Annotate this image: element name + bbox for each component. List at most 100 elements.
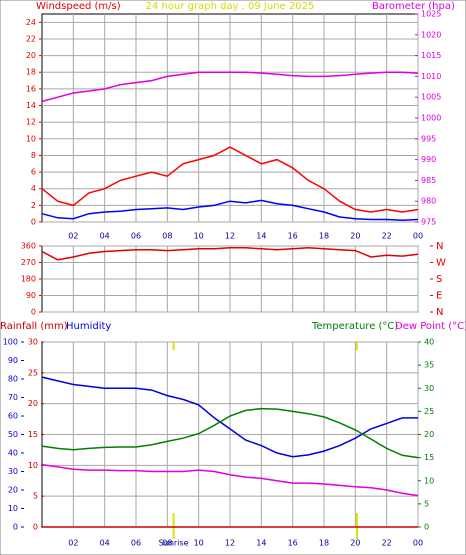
y-tick-label: 180	[21, 275, 36, 284]
x-tick-label: 12	[225, 539, 235, 548]
header-label: 24 hour graph day , 09 June 2025	[146, 1, 315, 12]
y-tick-label: 60	[8, 412, 18, 421]
data-line	[41, 463, 419, 497]
data-line	[41, 376, 418, 458]
data-line	[41, 146, 419, 213]
y-tick-label: 990	[421, 155, 436, 164]
y-tick-label: 1005	[421, 93, 441, 102]
x-tick-label: 02	[68, 232, 78, 241]
header-label: Dew Point (°C)	[395, 321, 466, 332]
y-tick-label: 270	[21, 258, 36, 267]
y-tick-label: 0	[31, 218, 36, 227]
y-tick-label: 6	[31, 168, 36, 177]
y-tick-label: 1000	[421, 114, 441, 123]
y-tick-label: 50	[8, 430, 18, 439]
x-tick-label: 22	[382, 539, 392, 548]
y-tick-label: 90	[26, 291, 36, 300]
y-tick-label: 40	[8, 449, 18, 458]
x-tick-label: 18	[319, 539, 329, 548]
x-tick-label: 16	[288, 232, 298, 241]
y-tick-label: W	[436, 258, 446, 269]
x-tick-label: 06	[131, 539, 141, 548]
data-line	[41, 407, 419, 459]
x-tick-label: 22	[382, 232, 392, 241]
x-tick-label: 10	[194, 539, 204, 548]
y-tick-label: 35	[424, 361, 434, 370]
y-tick-label: 100	[3, 338, 18, 347]
header-label: Windspeed (m/s)	[36, 1, 121, 12]
y-tick-label: 0	[13, 523, 18, 532]
y-tick-label: 24	[26, 18, 36, 27]
x-tick-label: 08	[162, 539, 172, 548]
y-tick-label: 1015	[421, 51, 441, 60]
y-tick-label: 20	[26, 51, 36, 60]
y-tick-label: 14	[26, 101, 36, 110]
y-tick-label: 995	[421, 134, 436, 143]
y-tick-label: 360	[21, 242, 36, 251]
y-tick-label: 10	[26, 134, 36, 143]
y-tick-label: 1010	[421, 72, 441, 81]
y-tick-label: 16	[26, 84, 36, 93]
data-line	[41, 247, 419, 261]
header-label: Humidity	[66, 321, 111, 332]
y-tick-label: 1020	[421, 30, 441, 39]
y-tick-label: 975	[421, 218, 436, 227]
x-tick-label: 18	[319, 232, 329, 241]
x-tick-label: 00	[413, 232, 423, 241]
data-line	[41, 71, 419, 103]
y-tick-label: 25	[28, 368, 38, 377]
x-tick-label: 00	[413, 539, 423, 548]
y-tick-label: 8	[31, 151, 36, 160]
y-tick-label: 20	[28, 399, 38, 408]
y-tick-label: 80	[8, 375, 18, 384]
y-tick-label: S	[436, 274, 442, 285]
y-tick-label: 12	[26, 118, 36, 127]
y-tick-label: 90	[8, 356, 18, 365]
y-tick-label: 30	[8, 467, 18, 476]
x-tick-label: 14	[256, 232, 266, 241]
y-tick-label: 22	[26, 34, 36, 43]
x-tick-label: 04	[100, 539, 110, 548]
x-tick-label: 20	[350, 539, 360, 548]
y-tick-label: 10	[424, 476, 434, 485]
y-tick-label: 5	[33, 492, 38, 501]
data-line	[41, 199, 419, 222]
y-tick-label: 25	[424, 407, 434, 416]
x-tick-label: 14	[256, 539, 266, 548]
header-label: Barometer (hpa)	[372, 1, 455, 12]
y-tick-label: 18	[26, 68, 36, 77]
y-tick-label: 0	[424, 523, 429, 532]
x-tick-label: 20	[350, 232, 360, 241]
x-tick-label: 08	[162, 232, 172, 241]
y-tick-label: 10	[8, 504, 18, 513]
marker-label: Sunrise	[159, 539, 189, 548]
y-tick-label: 980	[421, 197, 436, 206]
y-tick-label: 0	[33, 523, 38, 532]
y-tick-label: 985	[421, 176, 436, 185]
y-tick-label: 40	[424, 338, 434, 347]
y-tick-label: 2	[31, 201, 36, 210]
y-tick-label: 20	[424, 430, 434, 439]
x-tick-label: 06	[131, 232, 141, 241]
x-tick-label: 10	[194, 232, 204, 241]
y-tick-label: 15	[424, 453, 434, 462]
x-tick-label: 02	[68, 539, 78, 548]
y-tick-label: 0	[31, 308, 36, 317]
y-tick-label: E	[436, 291, 442, 302]
y-tick-label: 30	[424, 384, 434, 393]
header-label: Temperature (°C)	[311, 321, 398, 332]
y-tick-label: N	[436, 307, 443, 318]
y-tick-label: 4	[31, 184, 36, 193]
x-tick-label: 04	[100, 232, 110, 241]
y-tick-label: 70	[8, 393, 18, 402]
x-tick-label: 12	[225, 232, 235, 241]
y-tick-label: 30	[28, 338, 38, 347]
y-tick-label: 20	[8, 486, 18, 495]
y-tick-label: 15	[28, 430, 38, 439]
x-tick-label: 16	[288, 539, 298, 548]
y-tick-label: N	[436, 241, 443, 252]
y-tick-label: 1025	[421, 10, 441, 19]
header-label: Rainfall (mm)	[0, 321, 68, 332]
y-tick-label: 5	[424, 499, 429, 508]
